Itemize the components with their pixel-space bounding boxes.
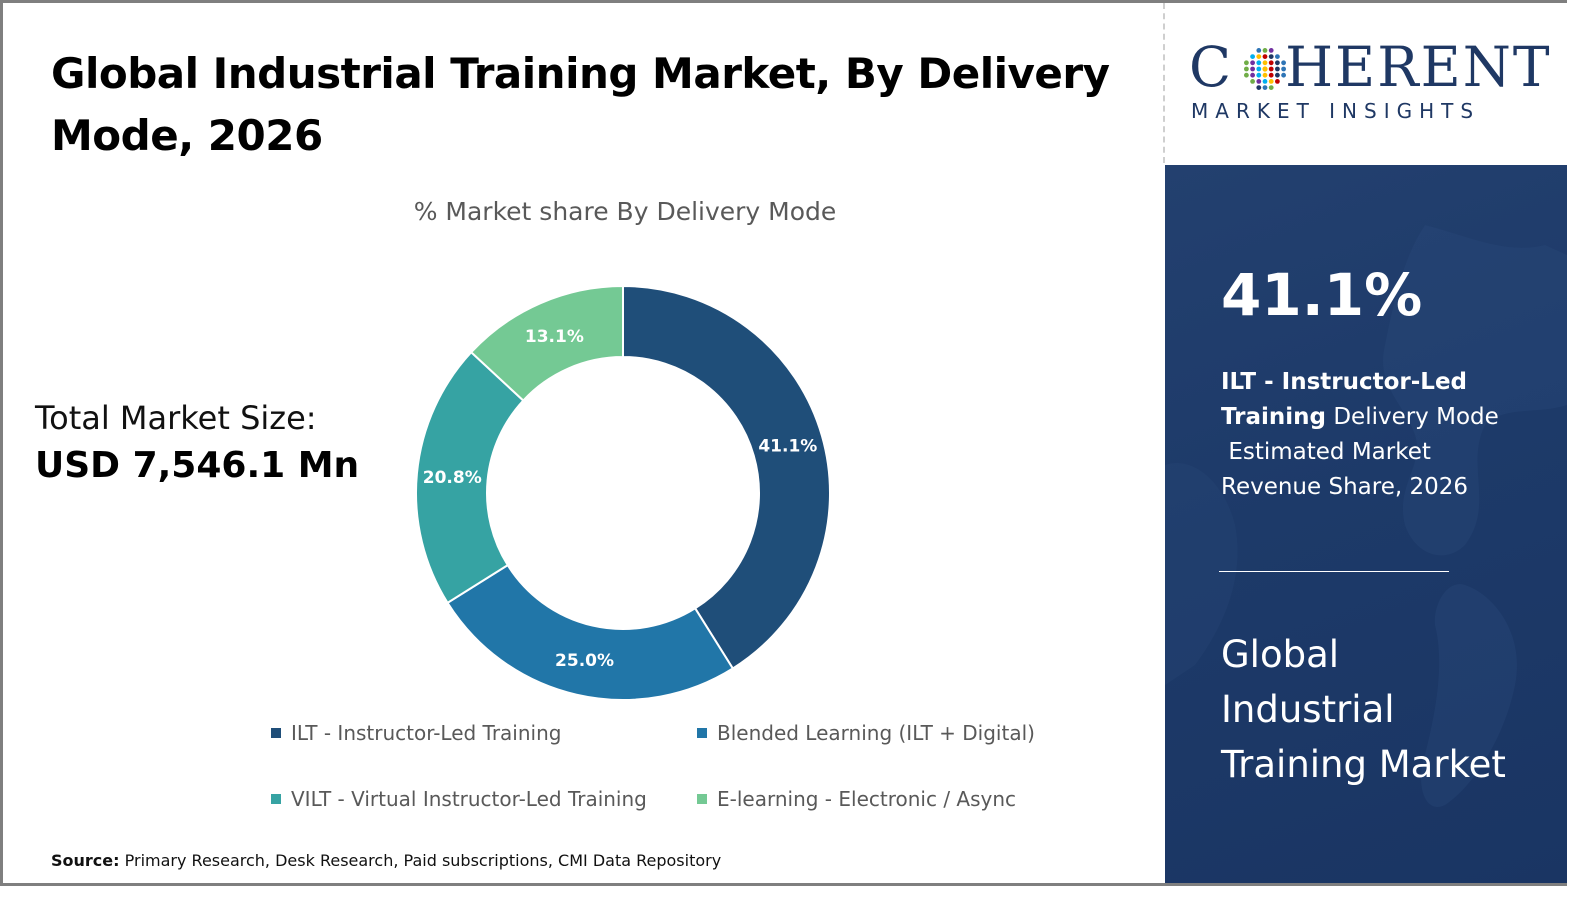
highlight-description: ILT - Instructor-Led Training Delivery M…: [1221, 365, 1541, 505]
slice-label-vilt: 20.8%: [423, 468, 482, 488]
legend-label-elearning: E-learning - Electronic / Async: [717, 787, 1017, 811]
logo-dot: [1262, 54, 1268, 59]
logo-dot: [1262, 72, 1268, 78]
donut-slices: [415, 284, 831, 701]
logo-wordmark: C HERENT: [1189, 37, 1552, 97]
slice-label-ilt: 41.1%: [758, 437, 817, 457]
page-title: Global Industrial Training Market, By De…: [51, 49, 1110, 160]
logo-subtitle: MARKET INSIGHTS: [1191, 99, 1481, 123]
coherent-logo: C HERENT MARKET INSIGHTS: [1165, 3, 1567, 163]
donut-slice-labels: 41.1% 25.0% 20.8% 13.1%: [423, 327, 818, 671]
legend-item-vilt: VILT - Virtual Instructor-Led Training: [271, 787, 647, 811]
logo-mark: [1244, 48, 1286, 90]
logo-dot: [1268, 66, 1274, 72]
highlight-desc-bold-2: Training: [1221, 404, 1327, 430]
logo-dot: [1256, 85, 1262, 90]
logo-dot: [1275, 66, 1280, 72]
chart-title: % Market share By Delivery Mode: [413, 197, 837, 226]
logo-dot: [1268, 79, 1274, 84]
logo-dot: [1281, 66, 1286, 72]
logo-dot: [1275, 54, 1280, 59]
logo-dot: [1262, 60, 1268, 66]
legend-swatch-blended: [697, 727, 707, 738]
logo-dot: [1250, 54, 1255, 59]
logo-dot: [1262, 79, 1268, 84]
logo-dot: [1268, 72, 1274, 78]
logo-dot: [1256, 72, 1262, 78]
legend-swatch-vilt: [271, 793, 281, 804]
source-label: Source:: [51, 851, 120, 870]
logo-dot: [1256, 48, 1262, 53]
logo-dot: [1275, 72, 1280, 78]
logo-dot: [1250, 66, 1255, 72]
logo-dot: [1268, 48, 1274, 53]
legend-label-ilt: ILT - Instructor-Led Training: [291, 721, 562, 745]
legend-item-ilt: ILT - Instructor-Led Training: [271, 721, 561, 745]
logo-dot: [1262, 48, 1268, 53]
donut-slice-blended: [446, 563, 735, 701]
world-map-background-icon: [1165, 225, 1567, 807]
highlight-panel: 41.1% ILT - Instructor-Led Training Deli…: [1165, 165, 1567, 883]
logo-dot: [1244, 60, 1249, 66]
panel-market-title: Global Industrial Training Market: [1221, 633, 1506, 786]
legend-label-vilt: VILT - Virtual Instructor-Led Training: [291, 787, 647, 811]
highlight-percentage: 41.1%: [1221, 261, 1423, 329]
donut-slice-ilt: [622, 284, 831, 670]
infographic-frame: Global Industrial Training Market, By De…: [0, 0, 1567, 886]
slice-label-elearning: 13.1%: [525, 327, 584, 347]
total-market-label: Total Market Size:: [35, 399, 317, 437]
slice-label-blended: 25.0%: [555, 651, 614, 671]
highlight-desc-text-1: Delivery Mode: [1326, 404, 1499, 430]
logo-dot: [1244, 72, 1249, 78]
highlight-desc-text-2: Estimated Market: [1228, 439, 1431, 465]
donut-chart: 41.1% 25.0% 20.8% 13.1%: [415, 284, 831, 701]
source-note: Source: Primary Research, Desk Research,…: [51, 851, 721, 870]
logo-dot: [1244, 66, 1249, 72]
panel-divider: [1219, 571, 1449, 572]
logo-dot: [1275, 60, 1280, 66]
logo-dot: [1262, 66, 1268, 72]
logo-dots-icon: [1244, 48, 1286, 90]
highlight-desc-text-3: Revenue Share, 2026: [1221, 474, 1469, 500]
logo-letters-herent: HERENT: [1285, 35, 1552, 99]
logo-dot: [1250, 79, 1255, 84]
logo-dot: [1256, 60, 1262, 66]
logo-dot: [1281, 60, 1286, 66]
logo-dot: [1262, 85, 1268, 90]
logo-dot: [1268, 60, 1274, 66]
logo-dot: [1268, 85, 1274, 90]
logo-letter-c: C: [1189, 35, 1234, 99]
donut-slice-elearning: [469, 284, 624, 402]
legend-label-blended: Blended Learning (ILT + Digital): [717, 721, 1035, 745]
logo-dot: [1275, 79, 1280, 84]
legend-swatch-elearning: [697, 793, 707, 804]
logo-dot: [1256, 66, 1262, 72]
logo-dot: [1250, 60, 1255, 66]
logo-dot: [1281, 72, 1286, 78]
logo-dot: [1256, 54, 1262, 59]
highlight-desc-bold-1: ILT - Instructor-Led: [1221, 369, 1468, 395]
logo-dot: [1250, 72, 1255, 78]
logo-dot: [1268, 54, 1274, 59]
source-text: Primary Research, Desk Research, Paid su…: [124, 851, 722, 870]
legend-swatch-ilt: [271, 727, 281, 738]
legend-item-blended: Blended Learning (ILT + Digital): [697, 721, 1035, 745]
legend-item-elearning: E-learning - Electronic / Async: [697, 787, 1016, 811]
logo-dot: [1256, 79, 1262, 84]
total-market-value: USD 7,546.1 Mn: [35, 445, 360, 486]
header-divider: [1163, 3, 1165, 163]
